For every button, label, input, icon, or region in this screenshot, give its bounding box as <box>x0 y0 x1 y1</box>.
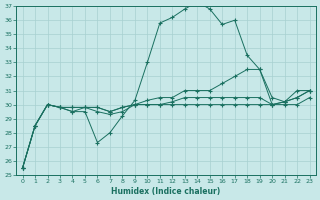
X-axis label: Humidex (Indice chaleur): Humidex (Indice chaleur) <box>111 187 221 196</box>
